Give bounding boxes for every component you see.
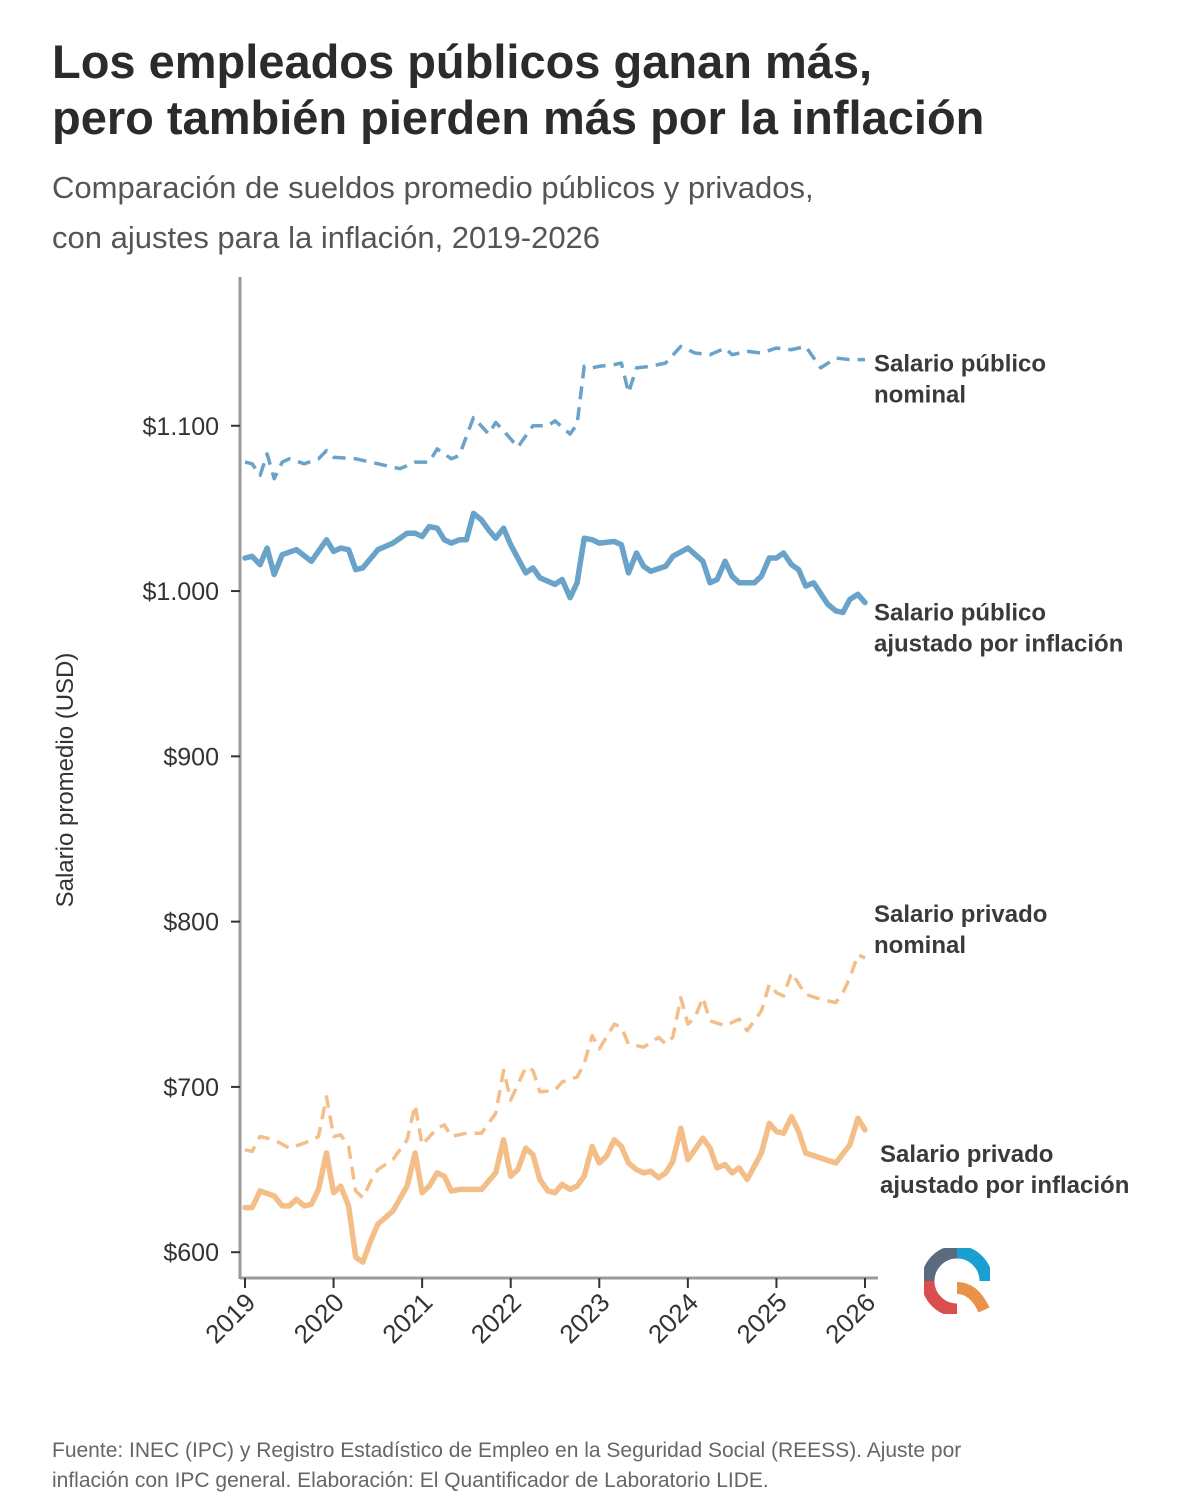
x-tick-label: 2020 <box>288 1287 350 1349</box>
y-tick-label: $1.100 <box>143 413 219 441</box>
series-end-label: Salario público ajustado por inflación <box>874 600 1123 658</box>
series-lines <box>242 344 868 1265</box>
x-tick-label: 2024 <box>642 1287 704 1349</box>
series-end-label-line: ajustado por inflación <box>880 1172 1129 1199</box>
source-note: Fuente: INEC (IPC) y Registro Estadístic… <box>52 1436 1162 1496</box>
line-chart: $600 $700 $800 $900 $1.000 $1.100 2019 2020 202… <box>52 277 1129 1349</box>
x-tick-label: 2021 <box>376 1287 438 1349</box>
series-end-label-line: Salario público <box>874 600 1046 627</box>
logo-arc-grey <box>924 1248 958 1282</box>
series-end-label: Salario privado ajustado por inflación <box>880 1141 1129 1199</box>
chart-title: Los empleados públicos ganan más, pero t… <box>52 34 1172 146</box>
quantificador-logo-icon <box>924 1248 990 1314</box>
source-note-line: Fuente: INEC (IPC) y Registro Estadístic… <box>52 1439 962 1462</box>
chart-title-line: pero también pierden más por la inflació… <box>52 91 985 144</box>
chart-subtitle-line: con ajustes para la inflación, 2019-2026 <box>52 220 601 255</box>
series-line-2 <box>242 510 868 616</box>
series-end-label: Salario público nominal <box>874 351 1046 409</box>
series-end-label-line: ajustado por inflación <box>874 631 1123 658</box>
source-note-line: inflación con IPC general. Elaboración: … <box>52 1469 769 1492</box>
series-line-4 <box>242 1113 868 1265</box>
series-end-label-line: Salario público <box>874 351 1046 378</box>
series-end-label-line: nominal <box>874 932 966 959</box>
logo-arc-blue <box>956 1248 990 1282</box>
chart-subtitle: Comparación de sueldos promedio públicos… <box>52 163 1172 263</box>
logo-arc-orange <box>956 1282 990 1313</box>
x-tick-label: 2023 <box>553 1287 615 1349</box>
x-axis: 2019 2020 2021 2022 2023 2024 2025 2026 <box>199 1276 881 1349</box>
x-tick-label: 2025 <box>731 1287 793 1349</box>
series-line-1 <box>244 344 865 481</box>
y-tick-label: $800 <box>163 909 219 937</box>
series-end-label-line: Salario privado <box>880 1141 1053 1168</box>
series-end-label: Salario privado nominal <box>874 901 1047 959</box>
chart-title-line: Los empleados públicos ganan más, <box>52 35 873 88</box>
x-tick-label: 2019 <box>199 1287 261 1349</box>
x-tick-label: 2026 <box>819 1287 881 1349</box>
series-end-label-line: nominal <box>874 382 966 409</box>
series-line-3 <box>244 952 866 1200</box>
y-tick-label: $600 <box>163 1239 219 1267</box>
logo-arc-red <box>924 1280 958 1314</box>
series-end-labels: Salario público nominal Salario público aju… <box>874 351 1129 1199</box>
chart-subtitle-line: Comparación de sueldos promedio públicos… <box>52 170 814 205</box>
y-axis-title: Salario promedio (USD) <box>52 653 79 908</box>
y-tick-label: $700 <box>163 1074 219 1102</box>
x-tick-label: 2022 <box>465 1287 527 1349</box>
y-tick-label: $1.000 <box>143 578 219 606</box>
y-tick-label: $900 <box>163 743 219 771</box>
series-end-label-line: Salario privado <box>874 901 1047 928</box>
y-axis: $600 $700 $800 $900 $1.000 $1.100 <box>143 277 242 1279</box>
